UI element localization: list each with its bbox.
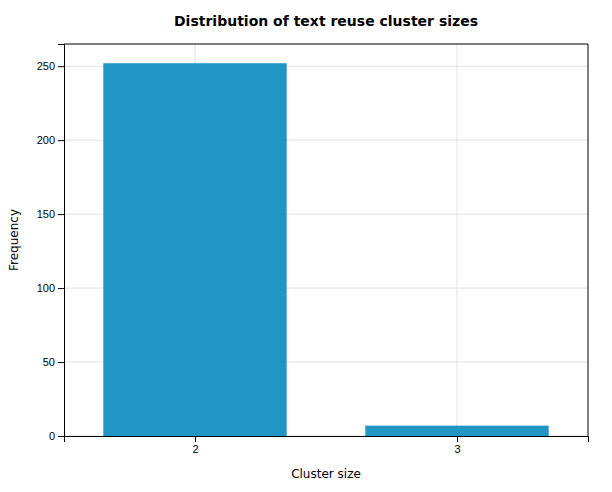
- tick: 2: [192, 436, 198, 455]
- x-axis: 23: [65, 436, 589, 455]
- tick-mark: [58, 214, 64, 215]
- grid-line: [457, 44, 458, 436]
- tick: 0: [49, 430, 64, 442]
- y-axis: 0 50 100 150 200 250: [37, 45, 65, 443]
- tick-label: 150: [37, 208, 55, 220]
- tick: 50: [43, 356, 64, 368]
- tick-mark: [58, 140, 64, 141]
- plot: 23050100150200250: [37, 44, 589, 455]
- frame: [64, 44, 588, 45]
- tick-label: 3: [454, 443, 460, 455]
- tick-mark: [195, 436, 196, 442]
- bars: [103, 63, 548, 436]
- tick: 250: [37, 60, 64, 72]
- bar: [103, 63, 286, 436]
- tick-mark: [58, 362, 64, 363]
- tick-label: 200: [37, 134, 55, 146]
- tick-label: 250: [37, 60, 55, 72]
- tick: 3: [454, 436, 460, 455]
- tick-label: 100: [37, 282, 55, 294]
- tick-label: 2: [192, 443, 198, 455]
- tick-mark: [457, 436, 458, 442]
- tick-label: 50: [43, 356, 55, 368]
- tick-mark: [58, 436, 64, 437]
- x-axis-title: Cluster size: [291, 467, 361, 481]
- title: Distribution of text reuse cluster sizes: [174, 13, 478, 29]
- tick-label: 0: [49, 430, 55, 442]
- tick: 200: [37, 134, 64, 146]
- y-axis-title: Frequency: [7, 209, 21, 271]
- axis-line: [58, 45, 65, 437]
- bar: [365, 426, 548, 436]
- tick-mark: [58, 66, 64, 67]
- tick: 100: [37, 282, 64, 294]
- tick-mark: [58, 288, 64, 289]
- grid: [64, 44, 588, 436]
- tick: 150: [37, 208, 64, 220]
- chart: 23050100150200250Distribution of text re…: [0, 0, 612, 492]
- frame: [588, 44, 589, 436]
- axis-line: [65, 437, 589, 443]
